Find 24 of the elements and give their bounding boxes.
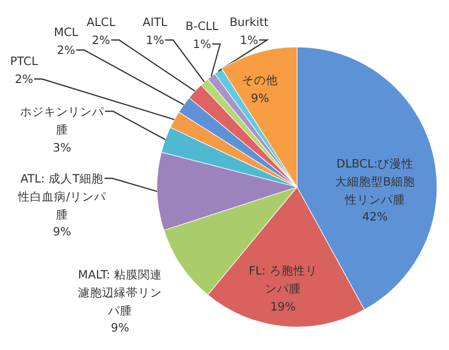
data-label: 2% [14, 72, 34, 86]
slice-label: ATL: 成人T細胞性白血病/リンパ腫 [18, 171, 106, 221]
slice-label: ALCL [86, 15, 116, 30]
data-label: 1% [240, 33, 258, 47]
slice-label: Burkitt [230, 15, 268, 30]
slice-label: AITL [142, 15, 168, 30]
data-label: 3% [52, 140, 72, 154]
slice-label: MCL [54, 25, 78, 40]
slice-label: PTCL [10, 54, 38, 68]
data-label: 9% [52, 224, 72, 239]
data-label: 2% [92, 33, 110, 47]
slice-label: DLBCL:び漫性大細胞型B細胞性リンパ腫 [335, 156, 415, 206]
slice-label: ホジキンリンパ腫 [20, 104, 104, 136]
data-label: 9% [250, 91, 270, 105]
data-label: 19% [270, 298, 296, 313]
slice-label: その他 [242, 73, 278, 88]
data-label: 1% [146, 33, 164, 47]
data-label: 2% [56, 43, 76, 57]
slice-label: FL: ろ胞性リンパ腫 [248, 263, 318, 296]
slice-label: MALT: 粘膜関連濾胞辺縁帯リンパ腫 [78, 267, 162, 317]
data-label: 42% [362, 210, 388, 224]
data-label: 9% [110, 320, 130, 335]
data-label: 1% [192, 37, 212, 51]
slice-label: B-CLL [186, 19, 218, 34]
